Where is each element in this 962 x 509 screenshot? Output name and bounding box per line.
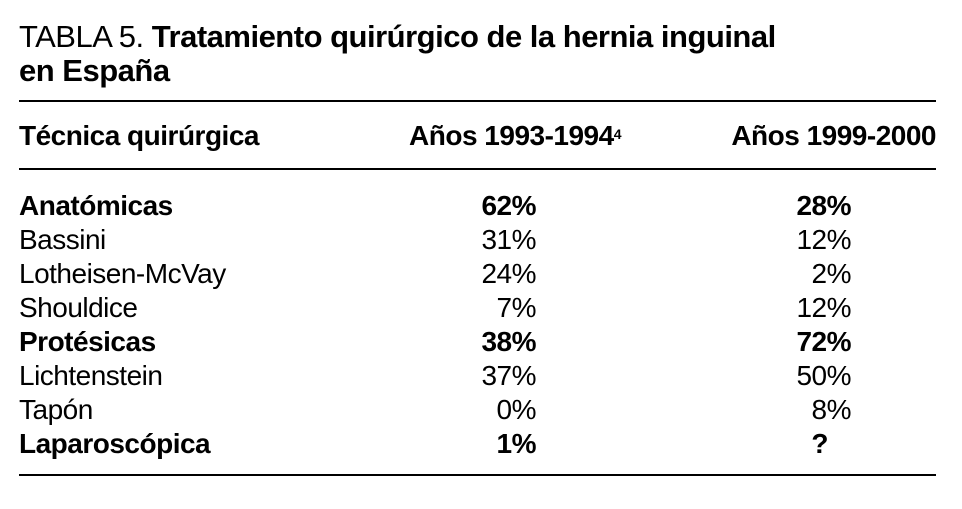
header-period1-reference: 4 bbox=[613, 126, 622, 142]
header-period1: Años 1993-19944 bbox=[409, 120, 622, 152]
table-row: Lichtenstein 37% 50% bbox=[19, 359, 936, 393]
header-period2: Años 1999-2000 bbox=[731, 120, 936, 151]
period2-cell: 12% bbox=[796, 292, 851, 323]
technique-cell: Tapón bbox=[19, 394, 93, 425]
period2-cell: 2% bbox=[811, 258, 852, 289]
period1-cell: 37% bbox=[481, 360, 536, 391]
table-row: Protésicas 38% 72% bbox=[19, 325, 936, 359]
period1-cell: 7% bbox=[496, 292, 537, 323]
header-rule bbox=[19, 168, 936, 170]
table-row: Shouldice 7% 12% bbox=[19, 291, 936, 325]
table-row: Bassini 31% 12% bbox=[19, 223, 936, 257]
technique-cell: Laparoscópica bbox=[19, 428, 211, 459]
period2-cell: 8% bbox=[811, 394, 852, 425]
table-row: Lotheisen-McVay 24% 2% bbox=[19, 257, 936, 291]
period1-cell: 38% bbox=[481, 326, 536, 357]
table-body: Anatómicas 62% 28% Bassini 31% 12% Lothe… bbox=[19, 189, 936, 461]
table-row: Anatómicas 62% 28% bbox=[19, 189, 936, 223]
header-period1-label: Años 1993-1994 bbox=[409, 120, 614, 151]
table-row: Tapón 0% 8% bbox=[19, 393, 936, 427]
table-title-line1: Tratamiento quirúrgico de la hernia ingu… bbox=[151, 19, 776, 54]
table-title-line2: en España bbox=[19, 53, 170, 88]
header-technique: Técnica quirúrgica bbox=[19, 120, 259, 151]
technique-cell: Lichtenstein bbox=[19, 360, 163, 391]
table-number: TABLA 5. bbox=[19, 19, 144, 54]
period1-cell: 31% bbox=[481, 224, 536, 255]
period2-cell: ? bbox=[811, 428, 828, 459]
technique-cell: Shouldice bbox=[19, 292, 138, 323]
bottom-rule bbox=[19, 474, 936, 476]
table-title: TABLA 5. Tratamiento quirúrgico de la he… bbox=[19, 20, 776, 88]
top-rule bbox=[19, 100, 936, 102]
technique-cell: Protésicas bbox=[19, 326, 156, 357]
period1-cell: 0% bbox=[496, 394, 537, 425]
table-row: Laparoscópica 1% ? bbox=[19, 427, 936, 461]
period1-cell: 1% bbox=[496, 428, 537, 459]
technique-cell: Lotheisen-McVay bbox=[19, 258, 226, 289]
technique-cell: Anatómicas bbox=[19, 190, 173, 221]
period1-cell: 62% bbox=[481, 190, 536, 221]
period2-cell: 72% bbox=[796, 326, 851, 357]
technique-cell: Bassini bbox=[19, 224, 106, 255]
period2-cell: 50% bbox=[796, 360, 851, 391]
period2-cell: 12% bbox=[796, 224, 851, 255]
period2-cell: 28% bbox=[796, 190, 851, 221]
period1-cell: 24% bbox=[481, 258, 536, 289]
